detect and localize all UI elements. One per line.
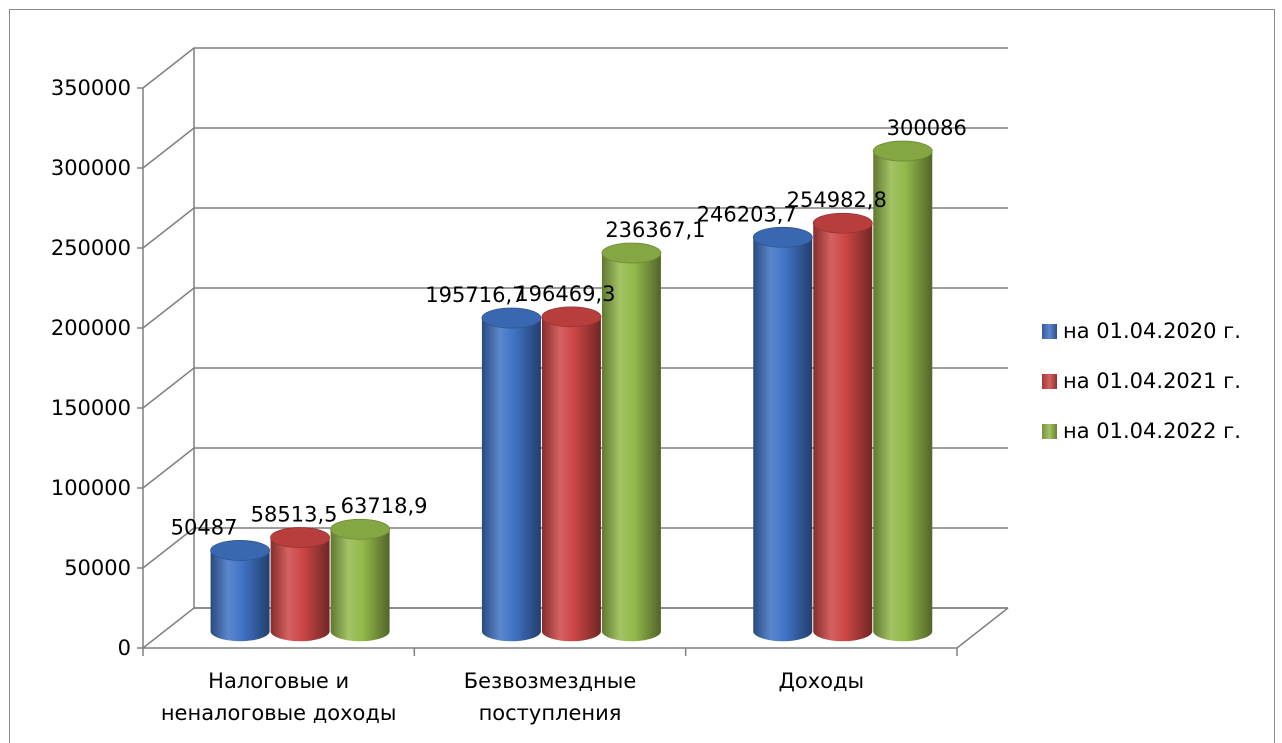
bar-top [541, 306, 602, 328]
grid-layer [142, 47, 1009, 649]
bar-1-1 [541, 306, 602, 642]
bar-0-2 [752, 226, 813, 642]
bar-body [753, 237, 813, 642]
bar-1-0 [270, 527, 330, 642]
bar-top [481, 307, 542, 329]
floor-right-edge [956, 607, 1009, 649]
axis-layer: 0 50000 100000 150000 200000 250000 300000 3500… [51, 76, 958, 725]
bar-2-0 [330, 518, 390, 642]
x-category-label: Безвозмездные поступления [464, 669, 637, 725]
gridline [142, 367, 1008, 409]
bar-top [210, 540, 270, 561]
bar-top [812, 212, 873, 234]
legend-item-2022: на 01.04.2022 г. [1042, 418, 1241, 444]
legend-label-2020: на 01.04.2020 г. [1063, 319, 1241, 343]
data-label: 300086 [887, 116, 967, 140]
gridline [142, 287, 1008, 329]
legend-item-2021: на 01.04.2021 г. [1042, 368, 1241, 394]
legend: на 01.04.2020 г. на 01.04.2021 г. на 01.… [1042, 318, 1241, 468]
gridline [142, 607, 1008, 649]
gridline [142, 47, 1008, 89]
gridline [142, 527, 1008, 569]
bar-top [270, 527, 330, 548]
y-tick-label: 350000 [51, 76, 131, 100]
y-tick-label: 0 [118, 636, 131, 660]
bar-body [210, 550, 270, 642]
data-label: 63718,9 [341, 494, 428, 518]
bar-top [330, 518, 390, 540]
legend-swatch-2020 [1042, 323, 1057, 339]
data-label: 196469,3 [515, 282, 615, 306]
bar-0-0 [210, 540, 270, 642]
legend-swatch-2021 [1042, 373, 1057, 389]
y-tick-label: 250000 [51, 236, 131, 260]
y-tick-label: 100000 [51, 476, 131, 500]
data-label: 254982,8 [787, 188, 887, 212]
bar-1-2 [812, 212, 873, 642]
x-category-label: Налоговые и неналоговые доходы [161, 669, 397, 725]
bar-body [813, 223, 873, 642]
data-label: 236367,1 [605, 218, 705, 242]
y-tick-label: 300000 [51, 156, 131, 180]
legend-item-2020: на 01.04.2020 г. [1042, 318, 1241, 344]
bar-2-1 [601, 242, 662, 642]
gridline [142, 207, 1008, 249]
y-tick-label: 150000 [51, 396, 131, 420]
data-label: 195716,7 [425, 283, 525, 307]
y-tick-label: 50000 [64, 556, 131, 580]
bar-top [601, 242, 662, 264]
bar-body [481, 318, 541, 642]
bar-body [270, 537, 330, 642]
bar-0-1 [481, 307, 542, 642]
bar-2-2 [872, 140, 933, 642]
data-label: 58513,5 [251, 503, 338, 527]
bar-body [873, 151, 933, 642]
legend-swatch-2022 [1042, 423, 1057, 439]
bar-body [330, 529, 390, 642]
legend-label-2021: на 01.04.2021 г. [1063, 369, 1241, 393]
data-label: 246203,7 [697, 202, 797, 226]
gridline [142, 127, 1008, 169]
gridline [142, 447, 1008, 489]
y-tick-label: 200000 [51, 316, 131, 340]
bar-body [541, 316, 601, 642]
bar-layer [210, 140, 933, 642]
x-category-label: Доходы [779, 669, 865, 693]
legend-label-2022: на 01.04.2022 г. [1063, 419, 1241, 443]
bar-top [752, 226, 813, 248]
data-label: 50487 [171, 515, 238, 539]
bar-top [872, 140, 933, 162]
bar-body [601, 253, 661, 642]
